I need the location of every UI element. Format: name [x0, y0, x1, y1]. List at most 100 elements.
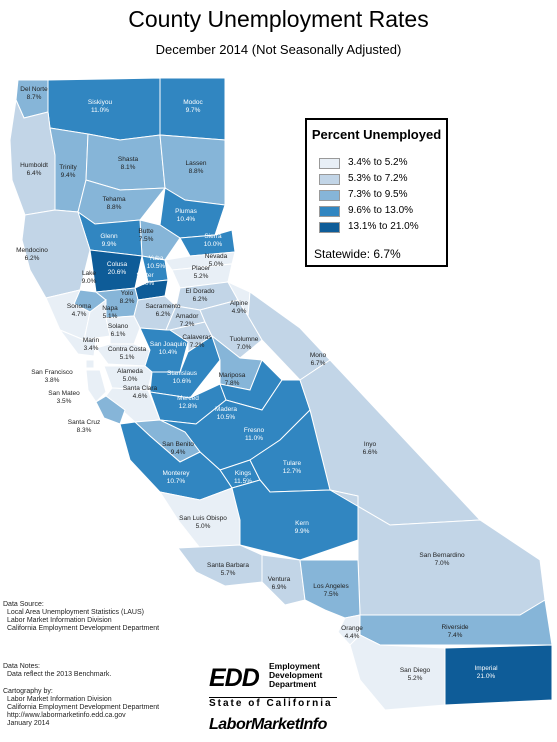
county-san-francisco[interactable]: [85, 359, 95, 369]
label-tuolumne: Tuolumne 7.0%: [229, 336, 259, 351]
label-ventura: Ventura 6.9%: [267, 576, 291, 591]
data-source-notes: Data Source: Local Area Unemployment Sta…: [3, 601, 159, 633]
data-notes-line: Data reflect the 2013 Benchmark.: [7, 671, 112, 678]
label-marin: Marin 3.4%: [82, 337, 100, 352]
map-title: County Unemployment Rates: [128, 6, 429, 32]
county-san-diego[interactable]: [349, 634, 446, 711]
label-contra-costa: Contra Costa 5.1%: [107, 346, 147, 361]
label-modoc: Modoc 9.7%: [183, 99, 203, 114]
labormarketinfo-logo: LaborMarketInfo: [209, 716, 327, 733]
data-source-heading: Data Source:: [3, 601, 44, 608]
label-napa: Napa 5.1%: [102, 305, 118, 320]
label-glenn: Glenn 9.9%: [100, 233, 118, 248]
label-inyo: Inyo 6.6%: [362, 441, 378, 456]
label-yuba: Yuba 10.5%: [146, 255, 166, 270]
county-imperial[interactable]: [444, 644, 553, 706]
label-los-angeles: Los Angeles 7.5%: [313, 583, 349, 598]
label-el-dorado: El Dorado 6.2%: [185, 288, 215, 303]
label-colusa: Colusa 20.6%: [106, 261, 128, 276]
cartography-notes: Cartography by: Labor Market Information…: [3, 688, 159, 728]
county-alameda[interactable]: [103, 365, 153, 391]
edd-line: Department: [269, 679, 317, 689]
label-kings: Kings 11.5%: [234, 470, 252, 485]
label-riverside: Riverside 7.4%: [441, 624, 469, 639]
cartography-line: California Employment Development Depart…: [7, 704, 160, 711]
county-san-mateo[interactable]: [85, 369, 107, 403]
edd-state: State of California: [209, 697, 337, 709]
legend-title: Percent Unemployed: [311, 127, 442, 142]
cartography-line: Labor Market Information Division: [7, 696, 112, 703]
label-merced: Merced 12.8%: [177, 395, 199, 410]
label-san-joaquin: San Joaquin 10.4%: [149, 341, 187, 356]
label-san-diego: San Diego 5.2%: [399, 667, 431, 682]
data-notes: Data Notes: Data reflect the 2013 Benchm…: [3, 663, 111, 679]
legend-label: 7.3% to 9.5%: [348, 189, 408, 200]
county-ventura[interactable]: [261, 554, 306, 606]
data-source-line: Labor Market Information Division: [7, 617, 112, 624]
label-placer: Placer 5.2%: [191, 265, 211, 280]
label-siskiyou: Siskiyou 11.0%: [87, 99, 113, 114]
label-kern: Kern 9.9%: [294, 520, 310, 535]
label-orange: Orange 4.4%: [341, 625, 363, 640]
legend-swatch: [319, 206, 340, 217]
label-sacramento: Sacramento 6.2%: [145, 303, 181, 318]
edd-mark: EDD: [209, 664, 260, 692]
data-notes-heading: Data Notes:: [3, 663, 40, 670]
cartography-heading: Cartography by:: [3, 688, 53, 695]
label-mariposa: Mariposa 7.8%: [218, 372, 246, 387]
label-plumas: Plumas 10.4%: [175, 208, 197, 223]
legend-label: 13.1% to 21.0%: [348, 221, 419, 232]
legend-label: 3.4% to 5.2%: [348, 157, 408, 168]
edd-line: Development: [269, 670, 323, 680]
label-san-benito: San Benito 9.4%: [162, 441, 194, 456]
label-san-bernardino: San Bernardino 7.0%: [419, 552, 465, 567]
map-subtitle: December 2014 (Not Seasonally Adjusted): [155, 42, 402, 57]
label-mono: Mono 6.7%: [309, 352, 327, 367]
label-humboldt: Humboldt 6.4%: [20, 162, 48, 177]
label-san-mateo: San Mateo 3.5%: [48, 390, 80, 405]
county-tuolumne[interactable]: [199, 299, 263, 359]
county-sierra[interactable]: [179, 229, 236, 257]
label-madera: Madera 10.5%: [214, 406, 238, 421]
data-source-line: Local Area Unemployment Statistics (LAUS…: [7, 609, 144, 616]
label-lassen: Lassen 8.8%: [185, 160, 207, 175]
legend-swatch: [319, 174, 340, 185]
label-santa-cruz: Santa Cruz 8.3%: [67, 419, 101, 434]
legend: Percent Unemployed 3.4% to 5.2% 5.3% to …: [305, 118, 448, 267]
legend-swatch: [319, 222, 340, 233]
label-san-luis-obispo: San Luis Obispo 5.0%: [179, 515, 227, 530]
legend-swatch: [319, 190, 340, 201]
label-trinity: Trinity 9.4%: [59, 164, 77, 179]
label-monterey: Monterey 10.7%: [162, 470, 190, 485]
data-source-line: California Employment Development Depart…: [7, 625, 160, 632]
cartography-line: http://www.labormarketinfo.edd.ca.gov: [7, 712, 126, 719]
label-nevada: Nevada 5.0%: [204, 253, 228, 268]
label-alameda: Alameda 5.0%: [117, 368, 143, 383]
label-sonoma: Sonoma 4.7%: [66, 303, 92, 318]
cartography-line: January 2014: [7, 720, 50, 727]
county-marin[interactable]: [58, 328, 97, 357]
county-humboldt[interactable]: [9, 98, 56, 216]
statewide-rate: Statewide: 6.7%: [314, 247, 401, 261]
label-del-norte: Del Norte 8.7%: [20, 86, 48, 101]
label-imperial: Imperial 21.0%: [474, 665, 498, 680]
county-monterey[interactable]: [119, 421, 233, 501]
label-lake: Lake 9.0%: [81, 270, 97, 285]
county-nevada[interactable]: [164, 251, 236, 271]
label-butte: Butte 7.5%: [138, 228, 154, 243]
label-mendocino: Mendocino 6.2%: [16, 247, 48, 262]
legend-swatch: [319, 158, 340, 169]
label-shasta: Shasta 8.1%: [117, 156, 139, 171]
label-stanislaus: Stanislaus 10.6%: [167, 370, 197, 385]
label-sutter: Sutter 13.0%: [135, 272, 155, 287]
label-solano: Solano 6.1%: [107, 323, 129, 338]
edd-logo: EDD Employment Development Department St…: [209, 660, 339, 710]
label-santa-barbara: Santa Barbara 5.7%: [207, 562, 249, 577]
label-fresno: Fresno 11.0%: [243, 427, 265, 442]
county-santa-cruz[interactable]: [95, 395, 126, 425]
label-calaveras: Calaveras 7.2%: [182, 334, 212, 349]
label-amador: Amador 7.2%: [175, 313, 199, 328]
label-yolo: Yolo 8.2%: [119, 290, 135, 305]
label-sierra: Sierra 10.0%: [203, 233, 223, 248]
